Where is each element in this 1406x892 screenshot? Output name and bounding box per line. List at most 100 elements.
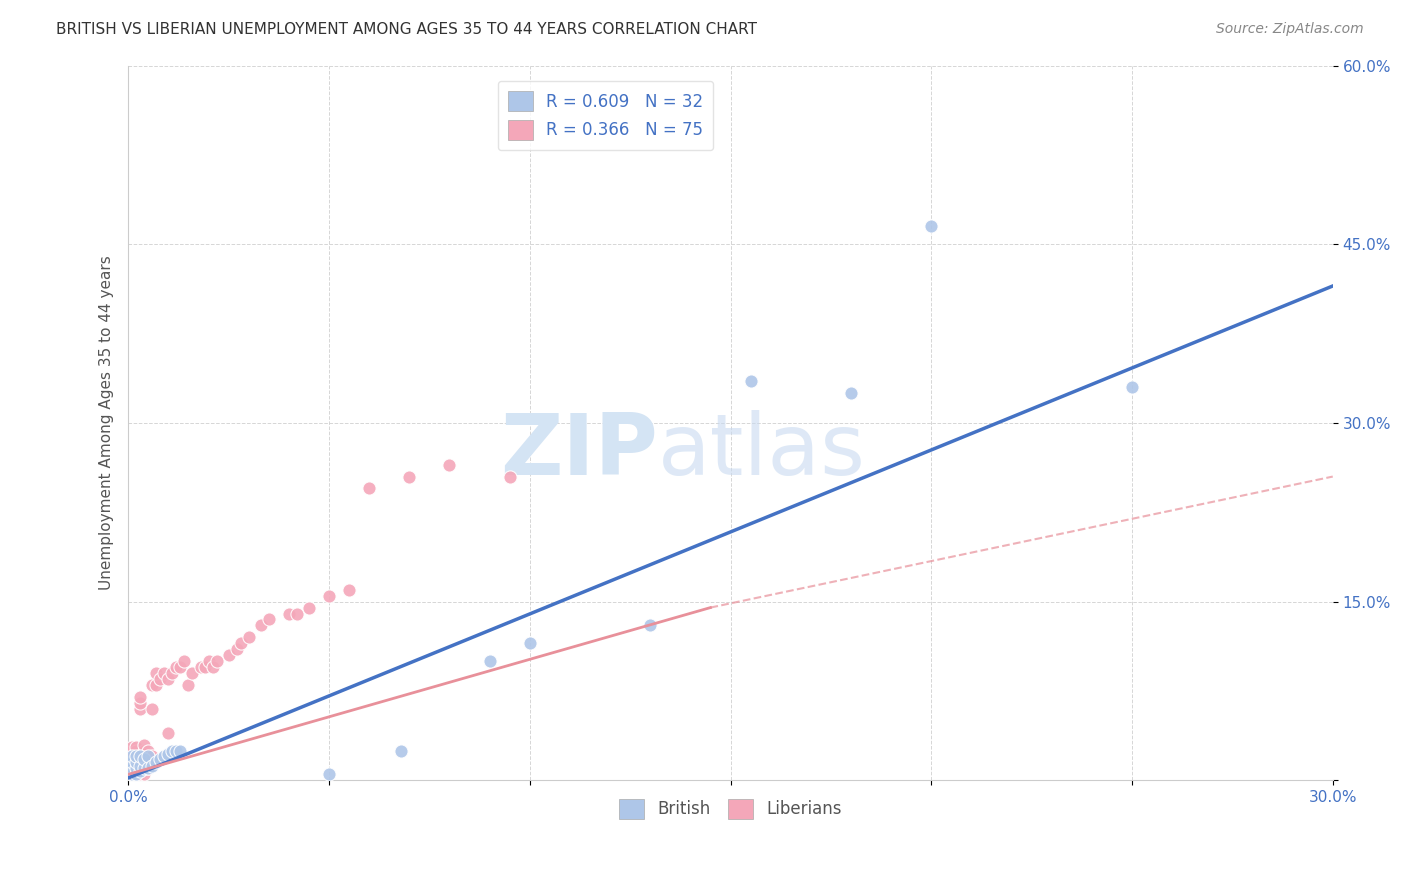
Legend: British, Liberians: British, Liberians (613, 792, 848, 826)
Point (298, 600, 321, 615)
Point (638, 618, 661, 632)
Point (129, 752, 152, 766)
Point (121, 756, 143, 770)
Point (499, 469, 522, 483)
Point (197, 654, 219, 668)
Point (153, 666, 176, 681)
Point (177, 678, 200, 692)
Point (129, 759, 152, 773)
Point (121, 739, 143, 754)
Point (125, 767, 148, 781)
Point (439, 458, 461, 472)
Point (125, 749, 148, 764)
Point (125, 752, 148, 766)
Point (153, 749, 176, 764)
Point (141, 702, 163, 716)
Point (136, 749, 159, 764)
Point (125, 761, 148, 775)
Point (134, 767, 156, 781)
Point (389, 743, 412, 757)
Point (136, 749, 159, 764)
Point (478, 654, 501, 668)
Point (136, 761, 159, 775)
Point (121, 749, 143, 764)
Point (740, 374, 762, 388)
Point (136, 761, 159, 775)
Point (121, 752, 143, 766)
Point (169, 660, 191, 674)
Point (134, 749, 156, 764)
Point (238, 631, 260, 645)
Point (229, 636, 252, 650)
Point (121, 759, 143, 773)
Y-axis label: Unemployment Among Ages 35 to 44 years: Unemployment Among Ages 35 to 44 years (100, 256, 114, 591)
Point (318, 767, 340, 781)
Point (134, 761, 156, 775)
Point (145, 666, 167, 681)
Point (129, 749, 152, 764)
Point (157, 747, 180, 761)
Point (129, 702, 152, 716)
Point (318, 589, 340, 603)
Point (129, 761, 152, 775)
Point (205, 654, 228, 668)
Point (162, 743, 184, 757)
Text: Source: ZipAtlas.com: Source: ZipAtlas.com (1216, 22, 1364, 37)
Point (337, 582, 360, 597)
Point (121, 749, 143, 764)
Point (1121, 380, 1143, 394)
Point (149, 672, 172, 686)
Point (141, 678, 163, 692)
Point (121, 743, 143, 757)
Point (125, 756, 148, 770)
Point (169, 743, 191, 757)
Point (134, 761, 156, 775)
Point (201, 660, 224, 674)
Point (134, 743, 156, 757)
Point (125, 764, 148, 778)
Point (193, 660, 215, 674)
Point (136, 743, 159, 757)
Point (129, 764, 152, 778)
Point (121, 761, 143, 775)
Point (136, 756, 159, 770)
Point (134, 752, 156, 766)
Point (839, 386, 862, 401)
Point (359, 482, 381, 496)
Point (125, 756, 148, 770)
Point (165, 660, 187, 674)
Point (249, 618, 271, 632)
Point (225, 642, 247, 657)
Text: ZIP: ZIP (501, 410, 658, 493)
Point (519, 636, 541, 650)
Point (125, 739, 148, 754)
Point (218, 648, 240, 663)
Point (285, 607, 308, 621)
Point (121, 767, 143, 781)
Point (257, 612, 280, 626)
Point (398, 469, 420, 483)
Point (134, 738, 156, 752)
Point (125, 761, 148, 775)
Point (121, 764, 143, 778)
Point (121, 747, 143, 761)
Point (920, 219, 942, 234)
Point (165, 743, 187, 757)
Point (157, 725, 180, 739)
Point (129, 756, 152, 770)
Point (145, 756, 167, 770)
Text: atlas: atlas (658, 410, 866, 493)
Point (129, 749, 152, 764)
Point (134, 756, 156, 770)
Point (129, 696, 152, 710)
Point (181, 666, 204, 681)
Point (149, 752, 172, 766)
Point (145, 678, 167, 692)
Point (121, 756, 143, 770)
Point (157, 672, 180, 686)
Point (141, 759, 163, 773)
Point (125, 743, 148, 757)
Point (129, 764, 152, 778)
Point (277, 607, 299, 621)
Point (125, 759, 148, 773)
